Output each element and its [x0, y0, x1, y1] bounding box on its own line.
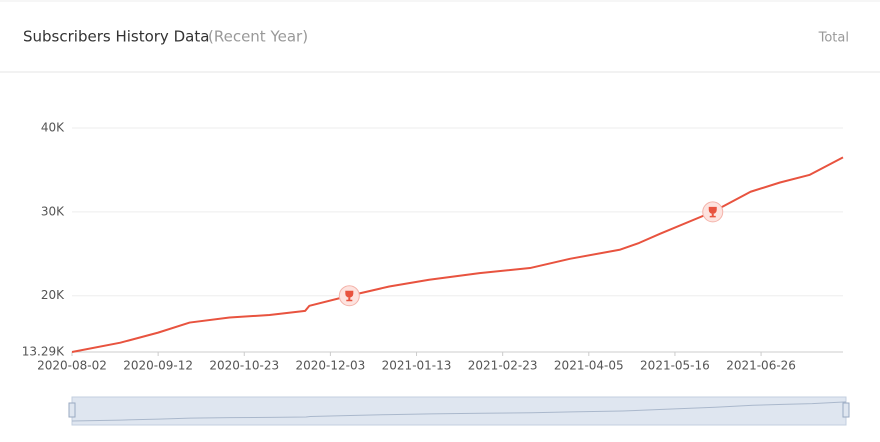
zoom-slider[interactable]: [71, 396, 847, 426]
chart-title: Subscribers History Data: [23, 28, 209, 46]
y-tick-label: 13.29K: [22, 345, 65, 359]
x-tick-label: 2020-12-03: [296, 359, 366, 373]
zoom-handle-left[interactable]: [68, 402, 76, 418]
x-tick-label: 2021-01-13: [382, 359, 452, 373]
overview-line: [71, 401, 847, 422]
x-tick-label: 2021-02-23: [468, 359, 538, 373]
milestone-trophy: [345, 290, 354, 302]
x-tick-label: 2021-04-05: [554, 359, 624, 373]
y-tick-label: 40K: [41, 121, 65, 135]
x-tick-label: 2021-05-16: [640, 359, 710, 373]
y-tick-label: 30K: [41, 204, 65, 218]
x-tick-label: 2020-09-12: [123, 359, 193, 373]
y-tick-label: 20K: [41, 288, 65, 302]
line-series: [71, 156, 844, 353]
x-tick-label: 2021-06-26: [726, 359, 796, 373]
x-tick-label: 2020-10-23: [209, 359, 279, 373]
zoom-handle-right[interactable]: [842, 402, 850, 418]
total-toggle[interactable]: Total: [818, 31, 849, 46]
milestone-trophy: [708, 206, 717, 218]
chart-subtitle: (Recent Year): [208, 28, 308, 46]
x-tick-label: 2020-08-02: [37, 359, 107, 373]
